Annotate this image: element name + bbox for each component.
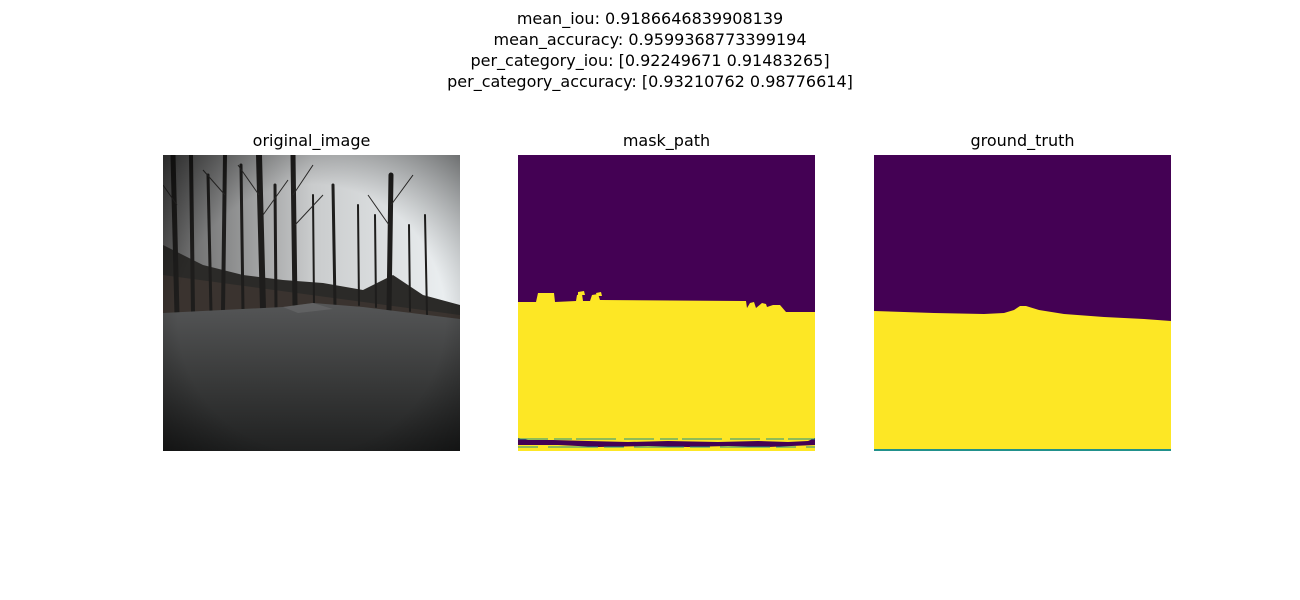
mask-foreground <box>518 293 815 442</box>
figure-suptitle: mean_iou: 0.9186646839908139 mean_accura… <box>0 8 1300 92</box>
original-image-title: original_image <box>252 131 371 150</box>
mean-iou-text: mean_iou: 0.9186646839908139 <box>516 9 784 28</box>
original-image-panel <box>163 155 460 451</box>
mask-path-panel <box>518 155 815 451</box>
ground-truth-mask <box>874 155 1171 451</box>
ground-truth-panel <box>874 155 1171 451</box>
mask-path-title: mask_path <box>622 131 711 150</box>
original-image <box>163 155 460 451</box>
ground-truth-title: ground_truth <box>970 131 1075 150</box>
per-category-iou-text: per_category_iou: [0.92249671 0.91483265… <box>470 51 830 70</box>
per-category-accuracy-text: per_category_accuracy: [0.93210762 0.987… <box>447 72 853 91</box>
mask-foreground <box>874 306 1171 449</box>
predicted-mask <box>518 155 815 451</box>
mean-accuracy-text: mean_accuracy: 0.9599368773399194 <box>493 30 807 49</box>
